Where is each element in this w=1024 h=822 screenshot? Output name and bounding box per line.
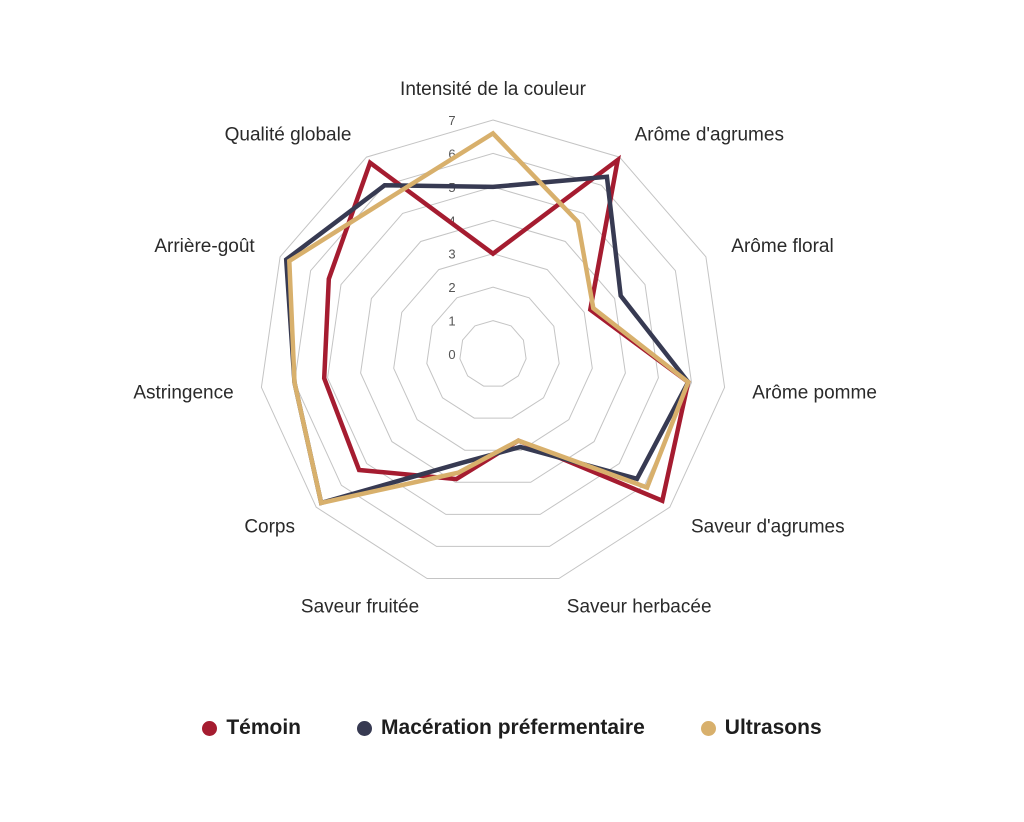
axis-label: Arôme floral [731,236,833,257]
axis-label: Arôme pomme [752,382,877,403]
grid-ring-2 [426,286,560,419]
tick-label: 3 [448,247,455,262]
axis-label: Saveur d'agrumes [691,517,845,538]
grid-ring-3 [393,253,593,451]
legend-swatch-maceration [357,720,373,736]
legend-swatch-ultrasons [700,720,716,736]
series-layer [283,130,691,506]
grid-ring-7 [260,119,726,579]
axis-label: Saveur fruitée [301,596,419,617]
grid-ring-1 [459,320,527,387]
axis-label: Corps [244,517,295,538]
legend-label-ultrasons: Ultrasons [724,716,822,739]
grid-ring-4 [360,219,626,483]
axis-label: Arrière-goût [154,236,255,257]
tick-label: 7 [448,113,455,128]
legend-label-temoin: Témoin [226,716,302,739]
legend-item-temoin: Témoin [202,716,301,740]
legend-item-ultrasons: Ultrasons [700,716,822,740]
axis-labels: Intensité de la couleur Arôme d'agrumes Ar… [133,79,877,617]
legend-item-maceration: Macération préfermentaire [357,716,645,740]
axis-label: Astringence [133,382,233,403]
grid-layer [260,119,726,579]
legend-swatch-temoin [202,720,218,736]
series-0-line [321,154,691,504]
legend-label-maceration: Macération préfermentaire [381,716,645,739]
axis-label: Saveur herbacée [567,596,712,617]
tick-label: 0 [448,347,455,362]
grid-ring-5 [327,186,659,515]
tick-label: 6 [448,146,455,161]
axis-label: Qualité globale [225,125,352,146]
tick-label: 1 [448,314,455,329]
series-2-line [286,130,691,506]
tick-label: 2 [448,280,455,295]
legend: Témoin Macération préfermentaire Ultraso… [0,716,1024,740]
grid-ring-6 [293,152,693,547]
axis-label: Intensité de la couleur [400,79,587,100]
axis-label: Arôme d'agrumes [635,125,784,146]
